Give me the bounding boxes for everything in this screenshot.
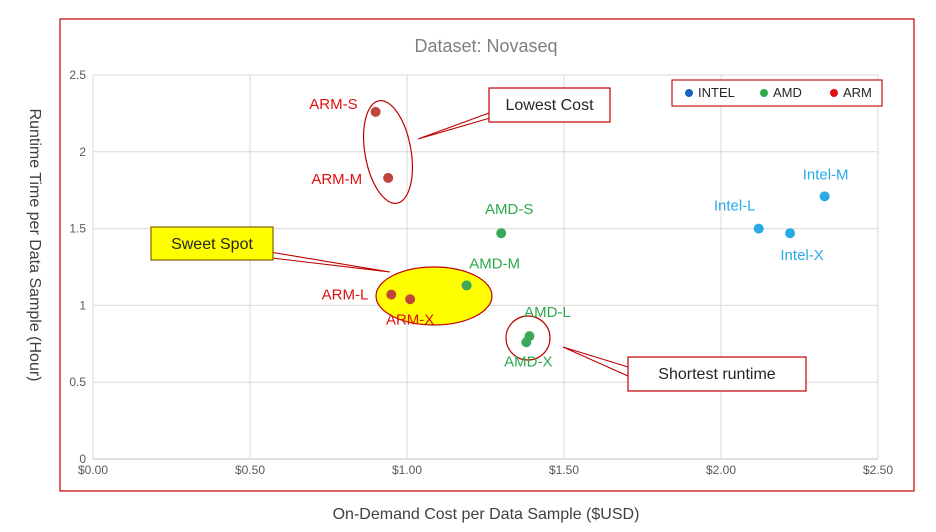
point-labels: Intel-M Intel-L Intel-X AMD-S AMD-M AMD-L AMD-… [309,96,848,370]
legend-marker-amd [760,89,768,97]
data-points [370,106,830,348]
y-tick-label: 0.5 [69,375,86,389]
legend-label-amd: AMD [773,85,802,100]
label-arm-s: ARM-S [309,96,357,113]
legend[interactable]: INTEL AMD ARM [671,79,883,107]
x-tick-label: $0.50 [235,463,265,477]
y-tick-label: 1.5 [69,222,86,236]
y-tick-label: 2.5 [69,68,86,82]
sweet-spot-highlight [375,266,493,326]
legend-marker-intel [685,89,693,97]
point-intel-x [785,228,796,239]
sweet-spot-leader [269,251,391,273]
x-tick-label: $0.00 [78,463,108,477]
label-amd-s: AMD-S [485,201,533,218]
label-amd-l: AMD-L [524,304,571,321]
point-intel-l [753,223,764,234]
shortest-runtime-callout: Shortest runtime [627,356,807,392]
legend-label-intel: INTEL [698,85,735,100]
point-arm-m [383,172,394,183]
point-intel-m [819,191,830,202]
y-tick-label: 1 [79,298,86,312]
x-tick-label: $1.00 [392,463,422,477]
point-amd-m [461,280,472,291]
label-amd-x: AMD-X [504,353,552,370]
label-arm-x: ARM-X [386,311,434,328]
lowest-cost-callout: Lowest Cost [488,87,611,123]
y-axis-title: Runtime Time per Data Sample (Hour) [26,109,43,382]
label-arm-m: ARM-M [311,171,362,188]
point-arm-x [405,294,416,305]
x-axis-title: On-Demand Cost per Data Sample ($USD) [333,506,640,523]
gridlines [92,74,879,460]
point-amd-x [521,337,532,348]
point-arm-l [386,289,397,300]
x-tick-label: $1.50 [549,463,579,477]
legend-box [671,79,883,107]
x-tick-label: $2.00 [706,463,736,477]
chart-title: Dataset: Novaseq [414,36,557,56]
y-tick-label: 2 [79,145,86,159]
label-intel-x: Intel-X [780,247,823,264]
y-tick-label: 0 [79,452,86,466]
shortest-runtime-circle [505,315,551,361]
label-arm-l: ARM-L [322,287,369,304]
lowest-cost-text: Lowest Cost [505,97,594,114]
legend-label-arm: ARM [843,85,872,100]
lowest-cost-leader [417,112,491,140]
x-tick-label: $2.50 [863,463,893,477]
sweet-spot-text: Sweet Spot [171,236,253,253]
label-intel-l: Intel-L [714,198,756,215]
label-intel-m: Intel-M [803,166,849,183]
shortest-runtime-leader [562,346,629,377]
shortest-runtime-text: Shortest runtime [658,366,775,383]
point-arm-s [370,106,381,117]
label-amd-m: AMD-M [469,255,520,272]
lowest-cost-circle [363,100,413,204]
point-amd-s [496,228,507,239]
tick-labels: 0 0.5 1 1.5 2 2.5 $0.00 $0.50 $1.00 $1.50 $2.00 $2.… [69,68,893,477]
sweet-spot-callout: Sweet Spot [150,226,274,261]
legend-marker-arm [830,89,838,97]
